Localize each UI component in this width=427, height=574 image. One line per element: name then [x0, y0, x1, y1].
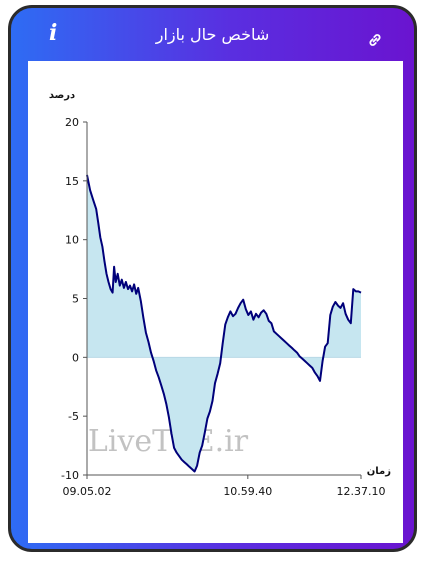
y-tick-label: 15: [65, 175, 79, 188]
y-tick-label: 5: [72, 293, 79, 306]
y-tick-label: 20: [65, 116, 79, 129]
area-fill: [87, 174, 361, 472]
x-tick-label: 09.05.02: [63, 485, 112, 498]
info-icon[interactable]: i: [49, 20, 58, 46]
x-axis-label: زمان: [367, 466, 391, 477]
chart-panel: درصد زمان LiveTSE.ir 20 15 10 5 0 -5 -10 09.05.…: [28, 61, 403, 543]
widget-title: شاخص حال بازار: [155, 25, 270, 44]
series-line: [86, 174, 362, 473]
x-tick-label: 12.37.10: [337, 485, 386, 498]
x-tick-label: 10.59.40: [223, 485, 272, 498]
y-tick-label: 10: [65, 234, 79, 247]
market-index-chart: درصد زمان LiveTSE.ir 20 15 10 5 0 -5 -10 09.05.…: [49, 90, 391, 498]
y-axis-label: درصد: [49, 90, 75, 101]
y-tick-label: 0: [72, 351, 79, 364]
watermark-text: LiveTSE.ir: [88, 424, 249, 459]
header-bar: شاخص حال بازار i: [11, 8, 414, 60]
widget-card: شاخص حال بازار i درصد زمان LiveTSE.ir 20…: [8, 5, 417, 552]
y-tick-label: -5: [68, 410, 79, 423]
y-tick-label: -10: [61, 469, 79, 482]
link-icon[interactable]: [366, 31, 384, 49]
